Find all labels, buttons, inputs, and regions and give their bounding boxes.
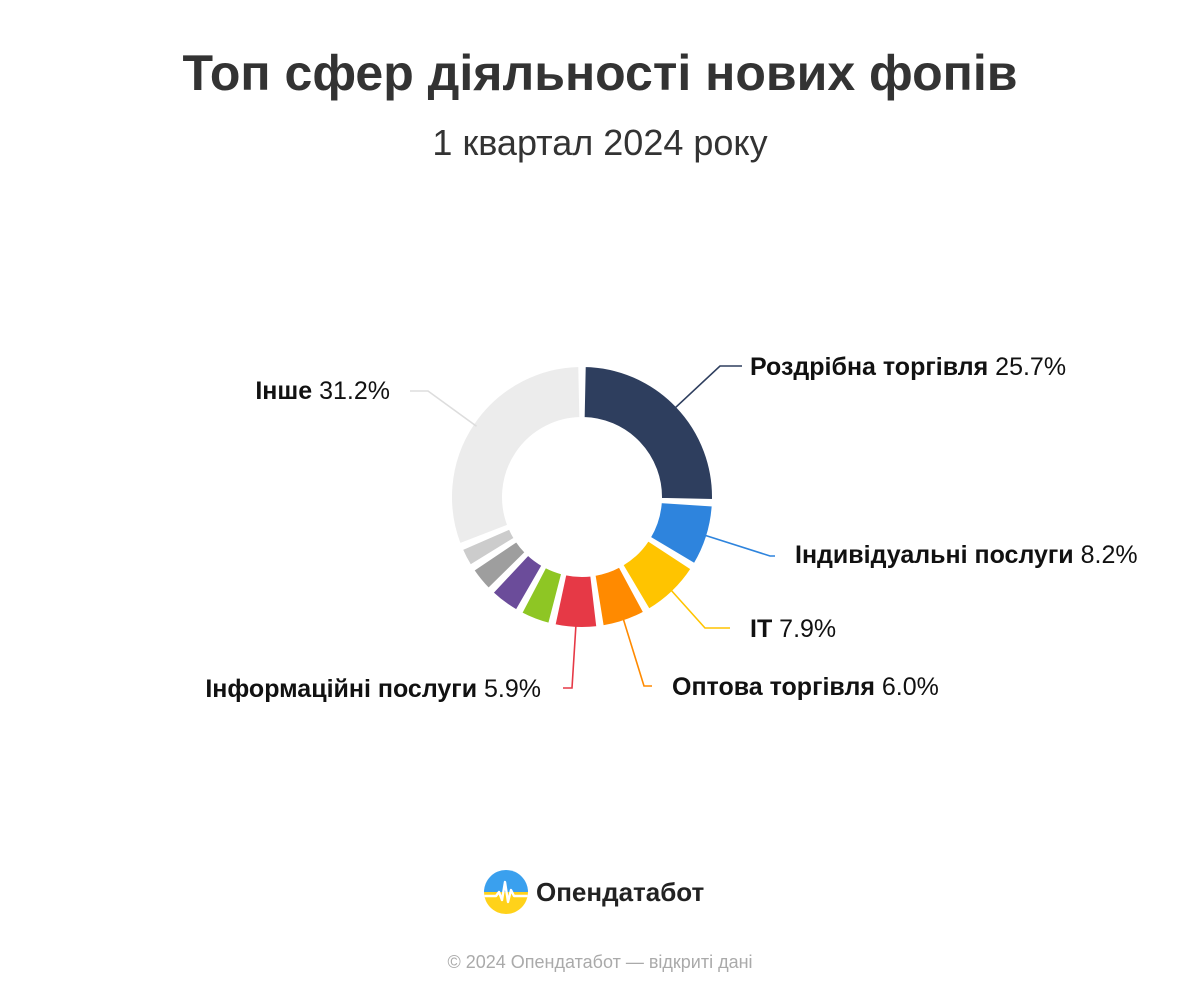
slice-label-value: 31.2%: [312, 377, 390, 405]
slice-label-value: 5.9%: [477, 675, 541, 703]
slice-label-value: 6.0%: [875, 673, 939, 701]
slice-label-name: IT: [750, 615, 772, 643]
slice-label-name: Інформаційні послуги: [205, 675, 477, 703]
donut-slice-10: [450, 365, 582, 546]
slice-label-3: IT 7.9%: [750, 615, 836, 643]
slice-label-name: Оптова торгівля: [672, 673, 875, 701]
slice-labels: Роздрібна торгівля 25.7% Індивідуальні по…: [205, 353, 1137, 703]
donut-slice-1: [582, 365, 714, 502]
slice-label-2: Індивідуальні послуги 8.2%: [795, 541, 1138, 569]
slice-label-value: 7.9%: [772, 615, 836, 643]
donut-slice-9: [460, 527, 516, 567]
donut-slice-3: [621, 539, 693, 611]
label-leaders: [410, 365, 775, 689]
slice-label-value: 25.7%: [988, 353, 1066, 381]
slice-label-name: Індивідуальні послуги: [795, 541, 1074, 569]
donut-slice-2: [648, 501, 714, 566]
donut-slice-8: [472, 540, 527, 590]
chart-subtitle: 1 квартал 2024 року: [432, 122, 768, 163]
leader-line-10: [410, 390, 477, 427]
chart-title: Топ сфер діяльності нових фопів: [182, 45, 1018, 101]
donut-slices: [450, 365, 714, 629]
slice-label-5: Інформаційні послуги 5.9%: [205, 675, 541, 703]
leader-line-2: [703, 533, 775, 557]
brand: Опендатабот: [484, 870, 704, 914]
donut-slice-7: [491, 553, 544, 612]
donut-slice-5: [553, 573, 599, 629]
leader-line-4: [621, 617, 652, 687]
slice-label-10: Інше 31.2%: [255, 377, 390, 405]
slice-label-1: Роздрібна торгівля 25.7%: [750, 353, 1066, 381]
leader-line-1: [673, 365, 742, 410]
copyright-footer: © 2024 Опендатабот — відкриті дані: [447, 952, 753, 972]
slice-label-value: 8.2%: [1074, 541, 1138, 569]
brand-name: Опендатабот: [536, 876, 705, 907]
slice-label-4: Оптова торгівля 6.0%: [672, 673, 939, 701]
donut-slice-4: [593, 565, 646, 628]
leader-line-3: [669, 588, 730, 629]
leader-line-5: [563, 623, 577, 689]
slice-label-name: Інше: [255, 377, 312, 405]
donut-slice-6: [520, 566, 564, 625]
slice-label-name: Роздрібна торгівля: [750, 353, 988, 381]
opendatabot-logo-icon: [484, 870, 528, 914]
